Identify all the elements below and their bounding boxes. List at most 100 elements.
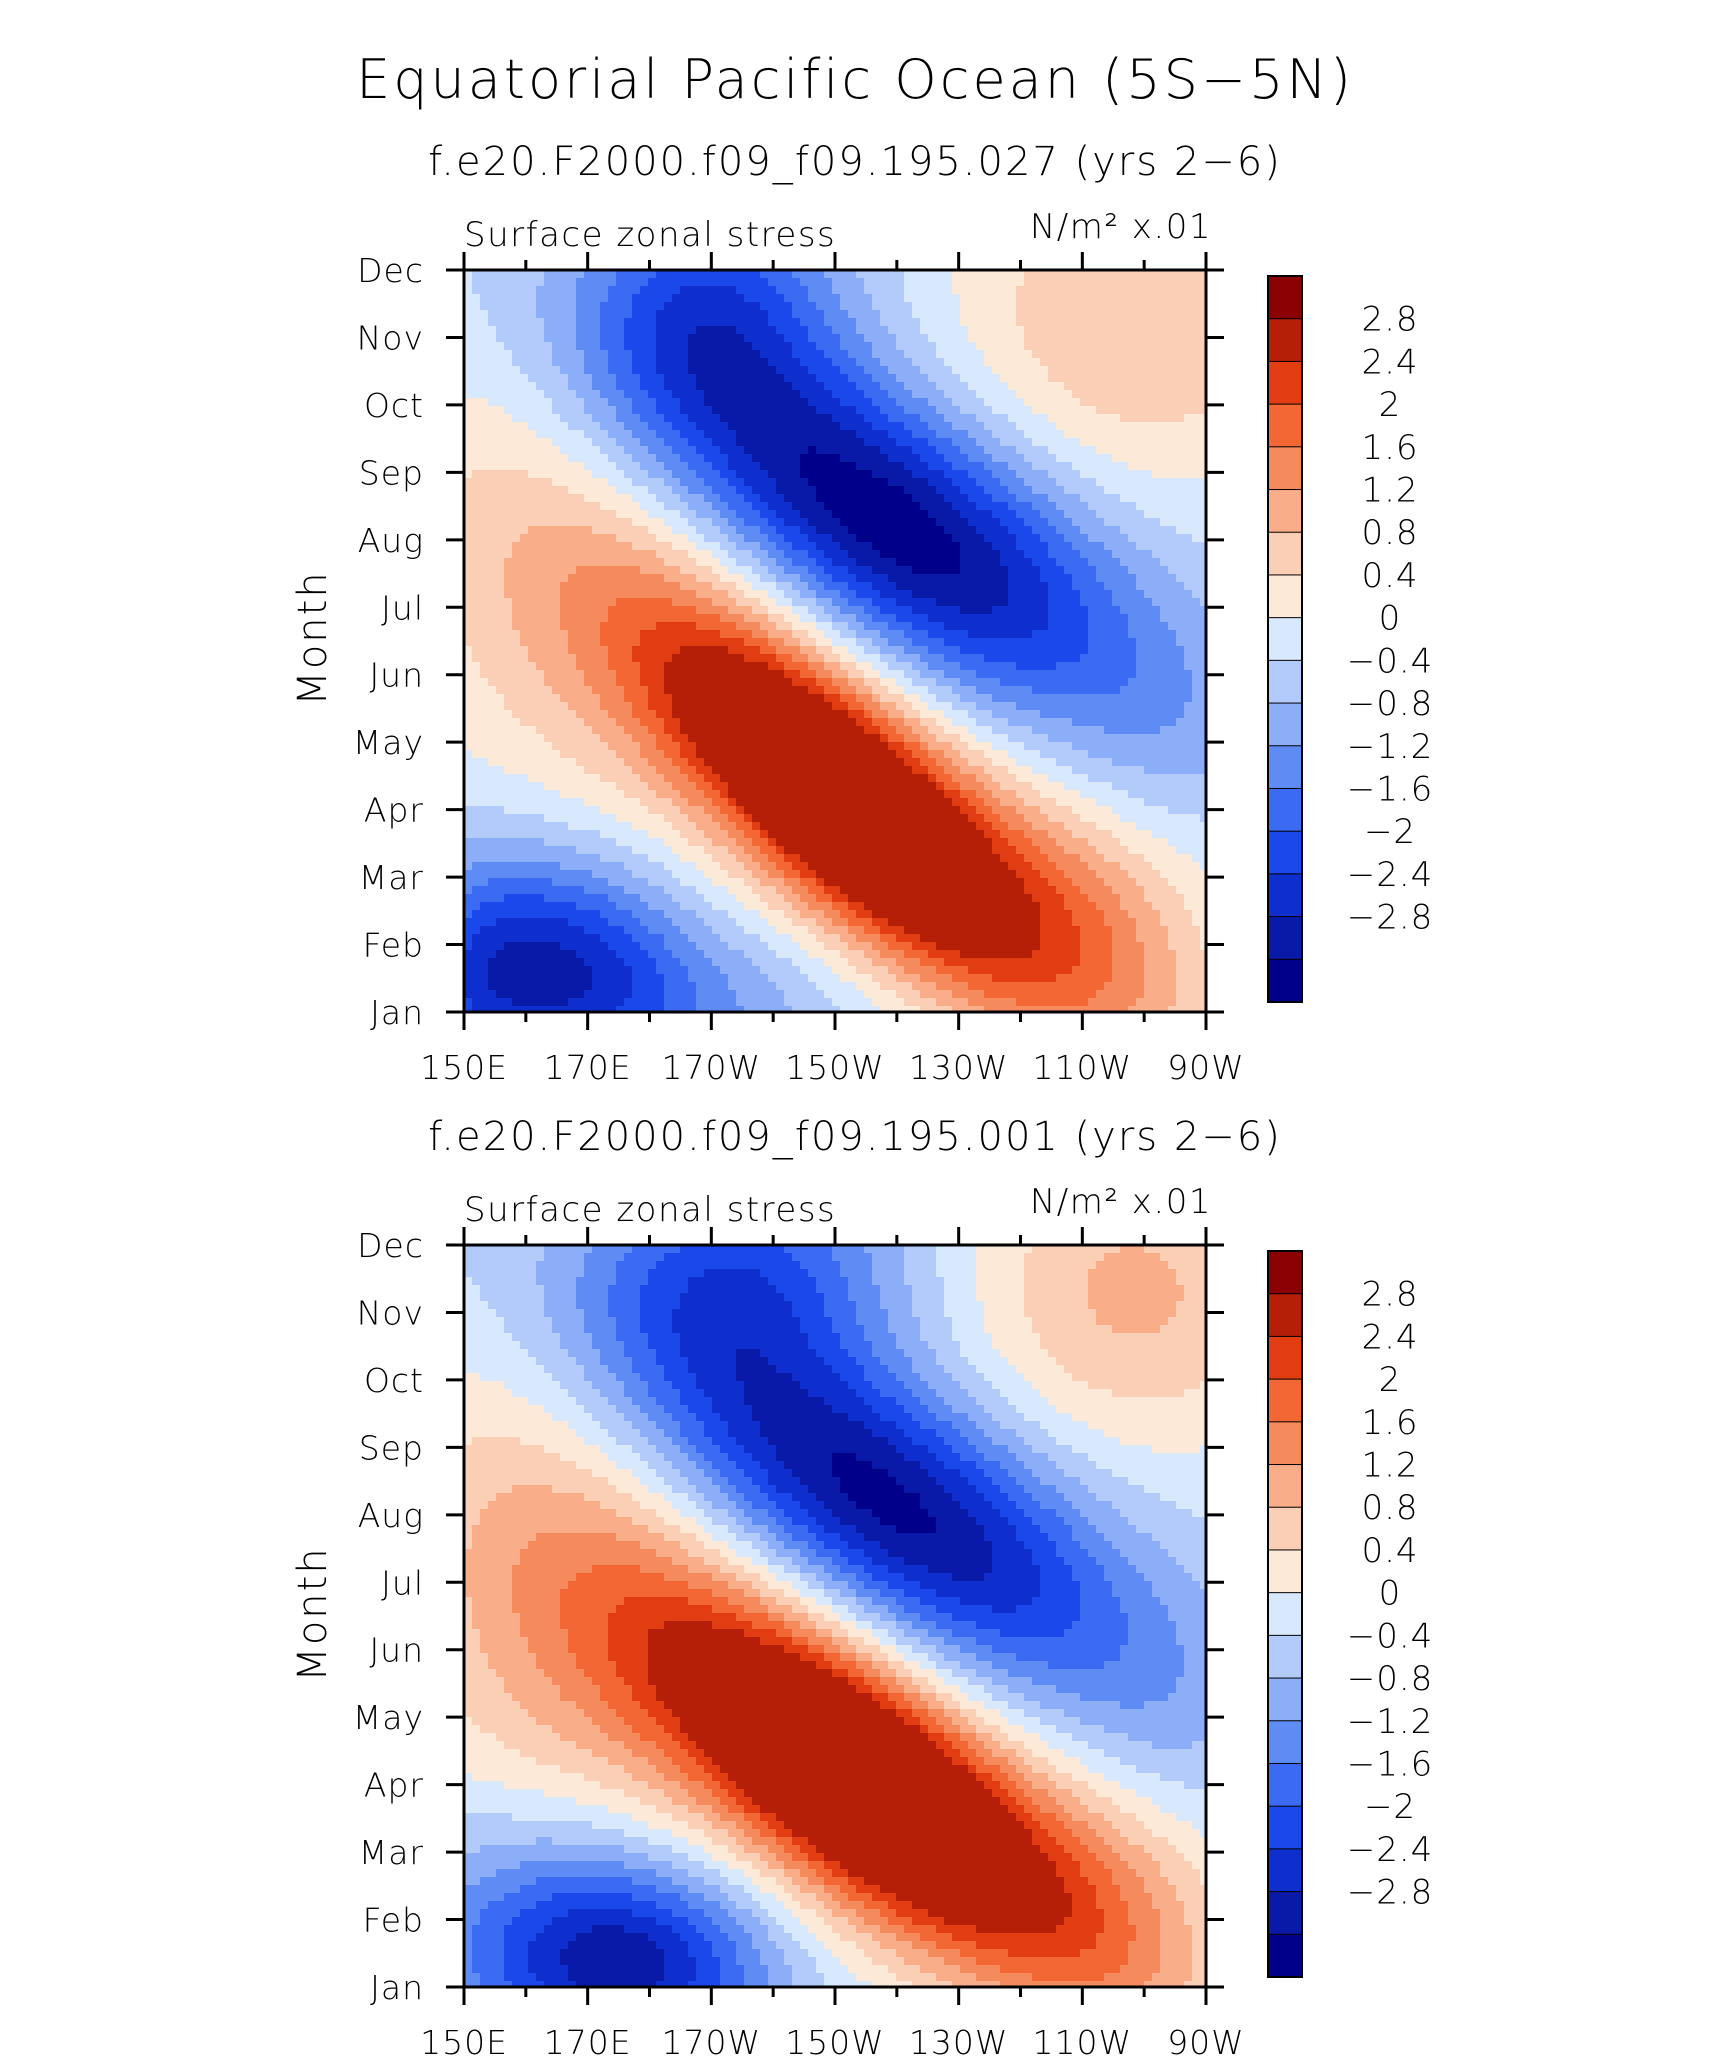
contour-cell: [1040, 574, 1049, 583]
contour-cell: [1112, 350, 1121, 359]
contour-cell: [1072, 654, 1081, 663]
contour-cell: [528, 518, 537, 527]
contour-cell: [656, 294, 665, 303]
contour-cell: [1120, 430, 1129, 439]
contour-cell: [624, 382, 633, 391]
contour-cell: [464, 606, 473, 615]
contour-cell: [760, 278, 769, 287]
contour-cell: [744, 334, 753, 343]
contour-cell: [632, 334, 641, 343]
contour-cell: [944, 566, 953, 575]
contour-cell: [608, 582, 617, 591]
contour-cell: [944, 686, 953, 695]
contour-cell: [488, 662, 497, 671]
contour-cell: [600, 566, 609, 575]
contour-cell: [808, 318, 817, 327]
contour-cell: [768, 686, 777, 695]
contour-cell: [536, 478, 545, 487]
contour-cell: [616, 614, 625, 623]
contour-cell: [928, 478, 937, 487]
contour-cell: [648, 350, 657, 359]
contour-cell: [768, 534, 777, 543]
contour-cell: [768, 526, 777, 535]
contour-cell: [1160, 582, 1169, 591]
contour-cell: [1200, 294, 1207, 303]
contour-cell: [984, 278, 993, 287]
contour-cell: [784, 398, 793, 407]
contour-cell: [464, 374, 473, 383]
contour-cell: [816, 462, 825, 471]
contour-cell: [488, 630, 497, 639]
contour-cell: [880, 662, 889, 671]
contour-cell: [464, 478, 473, 487]
contour-cell: [568, 598, 577, 607]
contour-cell: [1184, 318, 1193, 327]
contour-cell: [480, 606, 489, 615]
contour-cell: [896, 670, 905, 679]
contour-cell: [680, 414, 689, 423]
contour-cell: [1112, 662, 1121, 671]
contour-cell: [1008, 430, 1017, 439]
contour-cell: [528, 302, 537, 311]
contour-cell: [608, 526, 617, 535]
contour-cell: [976, 270, 985, 279]
contour-cell: [552, 526, 561, 535]
contour-cell: [608, 694, 617, 703]
contour-cell: [1176, 390, 1185, 399]
contour-cell: [576, 662, 585, 671]
contour-cell: [568, 638, 577, 647]
contour-cell: [920, 462, 929, 471]
contour-cell: [1024, 654, 1033, 663]
contour-cell: [912, 270, 921, 279]
contour-cell: [1200, 382, 1207, 391]
contour-cell: [800, 486, 809, 495]
contour-cell: [544, 414, 553, 423]
contour-cell: [968, 358, 977, 367]
contour-cell: [584, 454, 593, 463]
contour-cell: [872, 310, 881, 319]
contour-cell: [488, 270, 497, 279]
contour-cell: [1016, 582, 1025, 591]
contour-cell: [912, 390, 921, 399]
contour-cell: [784, 534, 793, 543]
contour-cell: [1136, 462, 1145, 471]
contour-cell: [904, 614, 913, 623]
contour-cell: [816, 510, 825, 519]
contour-cell: [984, 606, 993, 615]
contour-cell: [592, 398, 601, 407]
contour-cell: [784, 350, 793, 359]
contour-cell: [696, 534, 705, 543]
contour-cell: [1104, 374, 1113, 383]
contour-cell: [1056, 358, 1065, 367]
contour-cell: [1056, 502, 1065, 511]
contour-cell: [1168, 462, 1177, 471]
contour-cell: [472, 270, 481, 279]
contour-cell: [1176, 286, 1185, 295]
contour-cell: [1184, 350, 1193, 359]
contour-cell: [1128, 646, 1137, 655]
contour-cell: [1048, 526, 1057, 535]
contour-cell: [752, 342, 761, 351]
contour-cell: [920, 558, 929, 567]
contour-cell: [616, 486, 625, 495]
contour-cell: [800, 446, 809, 455]
contour-cell: [1024, 630, 1033, 639]
contour-cell: [848, 566, 857, 575]
contour-cell: [624, 598, 633, 607]
contour-cell: [1192, 462, 1201, 471]
contour-cell: [1152, 390, 1161, 399]
contour-cell: [720, 334, 729, 343]
contour-cell: [736, 654, 745, 663]
contour-cell: [1008, 366, 1017, 375]
contour-cell: [488, 678, 497, 687]
contour-cell: [896, 382, 905, 391]
contour-cell: [840, 638, 849, 647]
contour-cell: [856, 422, 865, 431]
contour-cell: [848, 598, 857, 607]
contour-cell: [600, 526, 609, 535]
contour-cell: [1136, 510, 1145, 519]
contour-cell: [552, 342, 561, 351]
contour-cell: [472, 446, 481, 455]
contour-cell: [680, 638, 689, 647]
contour-cell: [480, 598, 489, 607]
